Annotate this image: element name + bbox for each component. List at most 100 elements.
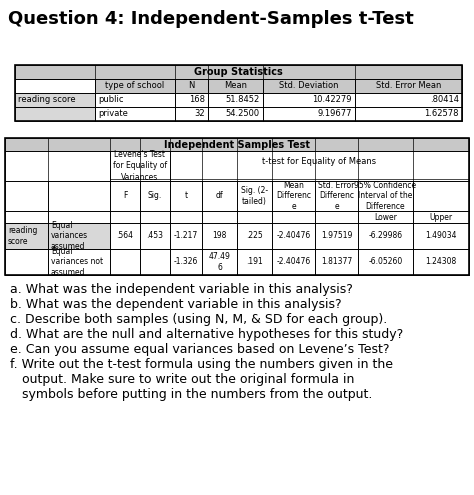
Text: Levene's Test
for Equality of
Variances: Levene's Test for Equality of Variances xyxy=(113,150,167,182)
Bar xyxy=(272,223,315,249)
Text: .80414: .80414 xyxy=(430,96,459,104)
Text: .564: .564 xyxy=(117,232,134,241)
Text: d. What are the null and alternative hypotheses for this study?: d. What are the null and alternative hyp… xyxy=(10,328,403,341)
Text: 1.24308: 1.24308 xyxy=(425,257,456,266)
Bar xyxy=(95,93,175,107)
Bar xyxy=(95,79,175,93)
Bar xyxy=(15,93,95,107)
Text: -1.217: -1.217 xyxy=(174,232,198,241)
Bar xyxy=(237,223,272,249)
Text: 1.97519: 1.97519 xyxy=(321,232,352,241)
Text: N: N xyxy=(188,82,195,91)
Bar xyxy=(358,249,413,275)
Bar xyxy=(175,79,208,93)
Bar xyxy=(358,211,413,223)
Bar xyxy=(202,181,237,211)
Bar xyxy=(315,181,358,211)
Bar xyxy=(140,223,170,249)
Bar xyxy=(263,93,355,107)
Text: .453: .453 xyxy=(146,232,164,241)
Text: 9.19677: 9.19677 xyxy=(318,109,352,118)
Bar xyxy=(140,249,170,275)
Text: reading
score: reading score xyxy=(8,226,37,246)
Text: 198: 198 xyxy=(212,232,227,241)
Text: -6.29986: -6.29986 xyxy=(368,232,402,241)
Bar xyxy=(208,79,263,93)
Text: 95% Confidence
Interval of the
Difference: 95% Confidence Interval of the Differenc… xyxy=(355,181,417,211)
Bar xyxy=(170,249,202,275)
Bar xyxy=(5,223,48,249)
Text: b. What was the dependent variable in this analysis?: b. What was the dependent variable in th… xyxy=(10,298,342,311)
Text: private: private xyxy=(98,109,128,118)
Bar xyxy=(355,93,462,107)
Bar xyxy=(48,249,110,275)
Text: t: t xyxy=(184,192,188,200)
Bar xyxy=(175,93,208,107)
Bar xyxy=(208,93,263,107)
Text: 10.42279: 10.42279 xyxy=(312,96,352,104)
Bar xyxy=(413,223,469,249)
Bar xyxy=(5,249,48,275)
Bar xyxy=(358,181,413,211)
Bar xyxy=(237,249,272,275)
Bar xyxy=(48,181,110,211)
Text: -2.40476: -2.40476 xyxy=(276,257,310,266)
Text: f. Write out the t-test formula using the numbers given in the: f. Write out the t-test formula using th… xyxy=(10,358,393,371)
Text: Mean
Differenc
e: Mean Differenc e xyxy=(276,181,311,211)
Bar xyxy=(110,223,140,249)
Bar xyxy=(202,223,237,249)
Text: F: F xyxy=(123,192,127,200)
Bar xyxy=(272,211,315,223)
Text: Sig. (2-
tailed): Sig. (2- tailed) xyxy=(241,186,268,206)
Bar xyxy=(170,151,469,181)
Text: Std. Deviation: Std. Deviation xyxy=(279,82,339,91)
Bar xyxy=(237,211,272,223)
Bar xyxy=(5,211,48,223)
Text: 54.2500: 54.2500 xyxy=(226,109,260,118)
Text: c. Describe both samples (using N, M, & SD for each group).: c. Describe both samples (using N, M, & … xyxy=(10,313,387,326)
Bar xyxy=(413,181,469,211)
Text: t-test for Equality of Means: t-test for Equality of Means xyxy=(263,156,376,165)
Bar xyxy=(355,79,462,93)
Text: Std. Error Mean: Std. Error Mean xyxy=(376,82,441,91)
Bar xyxy=(15,65,462,121)
Bar xyxy=(48,223,110,249)
Bar xyxy=(175,107,208,121)
Text: .225: .225 xyxy=(246,232,263,241)
Text: .191: .191 xyxy=(246,257,263,266)
Bar xyxy=(263,79,355,93)
Text: Sig.: Sig. xyxy=(148,192,162,200)
Bar xyxy=(15,65,462,79)
Bar xyxy=(110,151,170,181)
Bar xyxy=(272,181,315,211)
Text: -1.326: -1.326 xyxy=(174,257,198,266)
Text: Independent Samples Test: Independent Samples Test xyxy=(164,140,310,149)
Text: e. Can you assume equal variances based on Levene’s Test?: e. Can you assume equal variances based … xyxy=(10,343,390,356)
Text: 168: 168 xyxy=(189,96,205,104)
Text: -6.05260: -6.05260 xyxy=(368,257,402,266)
Bar xyxy=(315,249,358,275)
Text: public: public xyxy=(98,96,124,104)
Text: a. What was the independent variable in this analysis?: a. What was the independent variable in … xyxy=(10,283,353,296)
Bar xyxy=(315,223,358,249)
Text: Lower: Lower xyxy=(374,212,397,221)
Bar xyxy=(170,223,202,249)
Bar xyxy=(202,249,237,275)
Text: Equal
variances not
assumed: Equal variances not assumed xyxy=(51,247,103,277)
Text: symbols before putting in the numbers from the output.: symbols before putting in the numbers fr… xyxy=(10,388,373,401)
Text: Equal
variances
assumed: Equal variances assumed xyxy=(51,221,88,251)
Text: 1.49034: 1.49034 xyxy=(425,232,457,241)
Bar xyxy=(5,138,469,275)
Bar xyxy=(5,138,469,151)
Text: 51.8452: 51.8452 xyxy=(226,96,260,104)
Bar xyxy=(95,107,175,121)
Bar xyxy=(358,223,413,249)
Bar xyxy=(110,181,140,211)
Bar xyxy=(15,107,95,121)
Text: df: df xyxy=(216,192,223,200)
Text: Std. Error
Differenc
e: Std. Error Differenc e xyxy=(319,181,355,211)
Bar xyxy=(413,249,469,275)
Text: type of school: type of school xyxy=(105,82,164,91)
Text: 1.62578: 1.62578 xyxy=(425,109,459,118)
Bar xyxy=(140,181,170,211)
